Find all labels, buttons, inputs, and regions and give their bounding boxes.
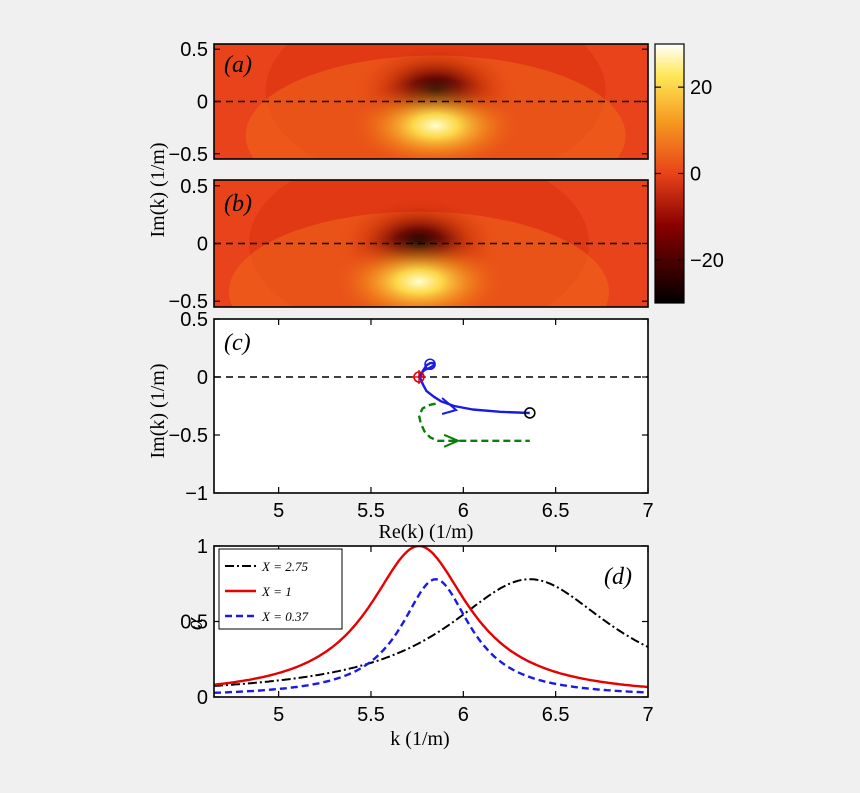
y-tick-label: −0.5 xyxy=(169,291,208,313)
ylabel-ab: Im(k) (1/m) xyxy=(147,143,169,238)
colorbar-tick-label: 20 xyxy=(690,77,712,99)
y-tick-label: 0.5 xyxy=(180,39,208,61)
y-tick-label: 0 xyxy=(197,92,208,114)
y-ticks-c: 0.5 0 −0.5 −1 xyxy=(169,309,648,505)
x-tick-label: 6 xyxy=(458,500,469,522)
panel-tag-d: (d) xyxy=(604,564,632,590)
legend-label-1: X = 2.75 xyxy=(261,559,308,574)
colorbar-ticks: 20 0 −20 xyxy=(655,77,724,272)
x-tick-label: 6.5 xyxy=(542,704,570,726)
y-tick-label: 0.5 xyxy=(180,612,208,634)
absorption-curves xyxy=(214,546,648,694)
axes-c-background xyxy=(214,319,648,493)
xlabel-d: k (1/m) xyxy=(390,728,449,750)
colorbar-tick-label: 0 xyxy=(690,164,701,186)
y-tick-label: 0 xyxy=(197,234,208,256)
panel-tag-b: (b) xyxy=(224,191,252,217)
black-circle-marker xyxy=(524,407,536,419)
x-tick-label: 6 xyxy=(458,704,469,726)
x-tick-label: 5.5 xyxy=(357,704,385,726)
series-line-pole-trajectory xyxy=(417,402,530,442)
x-tick-label: 6.5 xyxy=(542,500,570,522)
x-tick-label: 7 xyxy=(642,704,653,726)
green-arrow xyxy=(443,433,461,448)
x-tick-label: 5 xyxy=(273,704,284,726)
legend: X = 2.75 X = 1 X = 0.37 xyxy=(218,548,343,630)
series-line-blue-loop xyxy=(417,361,435,378)
y-tick-label: 0.5 xyxy=(180,176,208,198)
y-ticks-b: 0.5 0 −0.5 xyxy=(169,176,648,313)
x-tick-label: 7 xyxy=(642,500,653,522)
colorbar: 20 0 −20 xyxy=(654,43,724,304)
ylabel-c: Im(k) (1/m) xyxy=(147,364,169,459)
ylabel-d: α xyxy=(182,617,208,630)
pole-bright-spot xyxy=(345,79,526,159)
panel-tag-a: (a) xyxy=(224,52,252,78)
panel-a: 0.5 0 −0.5 (a) xyxy=(169,39,649,166)
y-tick-label: 0 xyxy=(197,367,208,389)
x-ticks-c: 5 5.5 6 6.5 7 xyxy=(273,319,654,522)
y-ticks-d: 10.50 xyxy=(180,536,648,709)
x-tick-label: 5.5 xyxy=(357,500,385,522)
xlabel-c: Re(k) (1/m) xyxy=(379,521,474,543)
y-tick-label: −0.5 xyxy=(169,144,208,166)
legend-label-3: X = 0.37 xyxy=(261,609,308,624)
y-tick-label: 0 xyxy=(197,687,208,709)
legend-label-2: X = 1 xyxy=(261,584,292,599)
axes-frame-c xyxy=(213,318,649,494)
curve-X-0-37 xyxy=(214,577,648,694)
blue-circle-marker xyxy=(424,358,436,371)
panel-c: 0.5 0 −0.5 −1 5 5.5 6 6.5 7 (c) Im(k) (1/m) Re(… xyxy=(147,309,654,543)
panel-d: 10.50 5 5.5 6 6.5 7 (d) α k (1/m) X = 2.75 X… xyxy=(180,536,653,750)
y-tick-label: −1 xyxy=(185,483,208,505)
blue-arrow xyxy=(441,397,459,415)
curve-X-2-75 xyxy=(214,578,648,687)
y-tick-label: 1 xyxy=(197,536,208,558)
y-ticks-a: 0.5 0 −0.5 xyxy=(169,39,648,166)
panel-b: 0.5 0 −0.5 (b) xyxy=(169,176,649,313)
trajectories xyxy=(214,358,648,448)
colorbar-tick-label: −20 xyxy=(690,250,724,272)
panel-tag-c: (c) xyxy=(224,330,251,356)
heatmap-b-features xyxy=(229,180,609,307)
y-tick-label: 0.5 xyxy=(180,309,208,331)
x-tick-label: 5 xyxy=(273,500,284,522)
curve-X-1 xyxy=(214,546,648,689)
pole-bright-spot xyxy=(329,235,509,307)
y-tick-label: −0.5 xyxy=(169,425,208,447)
